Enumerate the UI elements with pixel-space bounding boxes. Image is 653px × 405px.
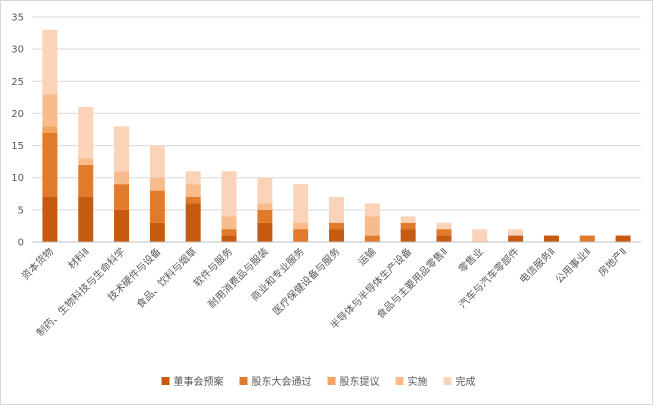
x-category-label: 运输 (355, 245, 378, 268)
bar-segment (185, 197, 201, 204)
x-category-label: 耐用消费品与服装 (205, 245, 271, 311)
bar-segment (329, 222, 344, 230)
bar-segment (293, 229, 309, 242)
bar-segment (114, 209, 130, 242)
legend-label: 董事会预案 (174, 375, 224, 388)
y-tick-label: 30 (11, 45, 24, 56)
bar-segment (364, 203, 380, 217)
legend-swatch (327, 377, 336, 385)
bar-segment (221, 229, 237, 236)
bar-segment (42, 197, 58, 242)
bar-segment (257, 222, 273, 242)
x-category-label: 电信服务Ⅱ (517, 245, 558, 286)
bar-segment (257, 203, 273, 210)
bar-segment (615, 235, 631, 242)
x-category-label: 医疗保健设备与服务 (270, 245, 343, 318)
bar-segment (293, 222, 309, 230)
bar-segment (185, 203, 201, 242)
bar-segment (293, 184, 309, 223)
bar-segment (543, 235, 559, 242)
bar-segment (221, 235, 237, 242)
bar-segment (364, 216, 380, 236)
legend-label: 股东大会通过 (252, 375, 312, 388)
bar-segment (78, 107, 94, 159)
y-tick-label: 15 (11, 141, 24, 152)
bar-segment (114, 126, 130, 172)
x-category-label: 房地产Ⅱ (595, 245, 629, 279)
y-tick-label: 10 (11, 173, 24, 184)
legend-label: 完成 (456, 375, 476, 388)
bar-segment (221, 216, 237, 230)
legend-swatch (395, 377, 404, 385)
bar-segment (78, 158, 94, 165)
bar-segment (42, 29, 58, 95)
bar-segment (149, 222, 165, 242)
bar-segment (400, 216, 416, 223)
bar-segment (329, 197, 344, 223)
legend-swatch (161, 377, 170, 385)
bar-segment (257, 177, 273, 204)
bar-segment (329, 229, 344, 242)
bar-segment (42, 132, 58, 197)
x-category-label: 汽车与汽车零部件 (456, 245, 522, 311)
bar-segment (472, 229, 488, 242)
y-tick-label: 20 (11, 109, 24, 120)
y-tick-label: 35 (11, 13, 24, 24)
bar-segment (364, 235, 380, 242)
bar-segment (78, 164, 94, 197)
bar-segment (508, 235, 524, 242)
bar-segment (149, 190, 165, 223)
bar-segment (78, 197, 94, 242)
legend-label: 股东提议 (340, 375, 380, 388)
bar-segment (436, 222, 452, 230)
bar-segment (149, 145, 165, 178)
bar-segment (114, 171, 130, 185)
x-category-label: 材料Ⅱ (65, 245, 92, 272)
bar-segment (257, 209, 273, 223)
legend-swatch (239, 377, 248, 385)
bar-segment (579, 235, 595, 242)
bar-segment (400, 222, 416, 230)
bar-segment (221, 171, 237, 217)
y-tick-label: 25 (11, 77, 24, 88)
x-category-label: 食品、饮料与烟草 (134, 245, 200, 311)
y-tick-label: 5 (18, 205, 24, 216)
bar-segment (185, 184, 201, 197)
x-category-label: 资本货物 (19, 245, 56, 282)
bar-segment (185, 171, 201, 185)
bar-segment (114, 184, 130, 210)
bar-segment (149, 177, 165, 191)
bar-segment (400, 229, 416, 242)
bar-segment (436, 235, 452, 242)
legend-label: 实施 (408, 375, 428, 388)
bar-segment (42, 126, 58, 133)
y-tick-label: 0 (18, 238, 24, 249)
bar-segment (508, 229, 524, 236)
bar-segment (436, 229, 452, 236)
legend-swatch (443, 377, 452, 385)
x-category-label: 零售业 (456, 245, 486, 275)
x-category-label: 公用事业Ⅱ (552, 245, 593, 286)
bar-segment (42, 94, 58, 127)
